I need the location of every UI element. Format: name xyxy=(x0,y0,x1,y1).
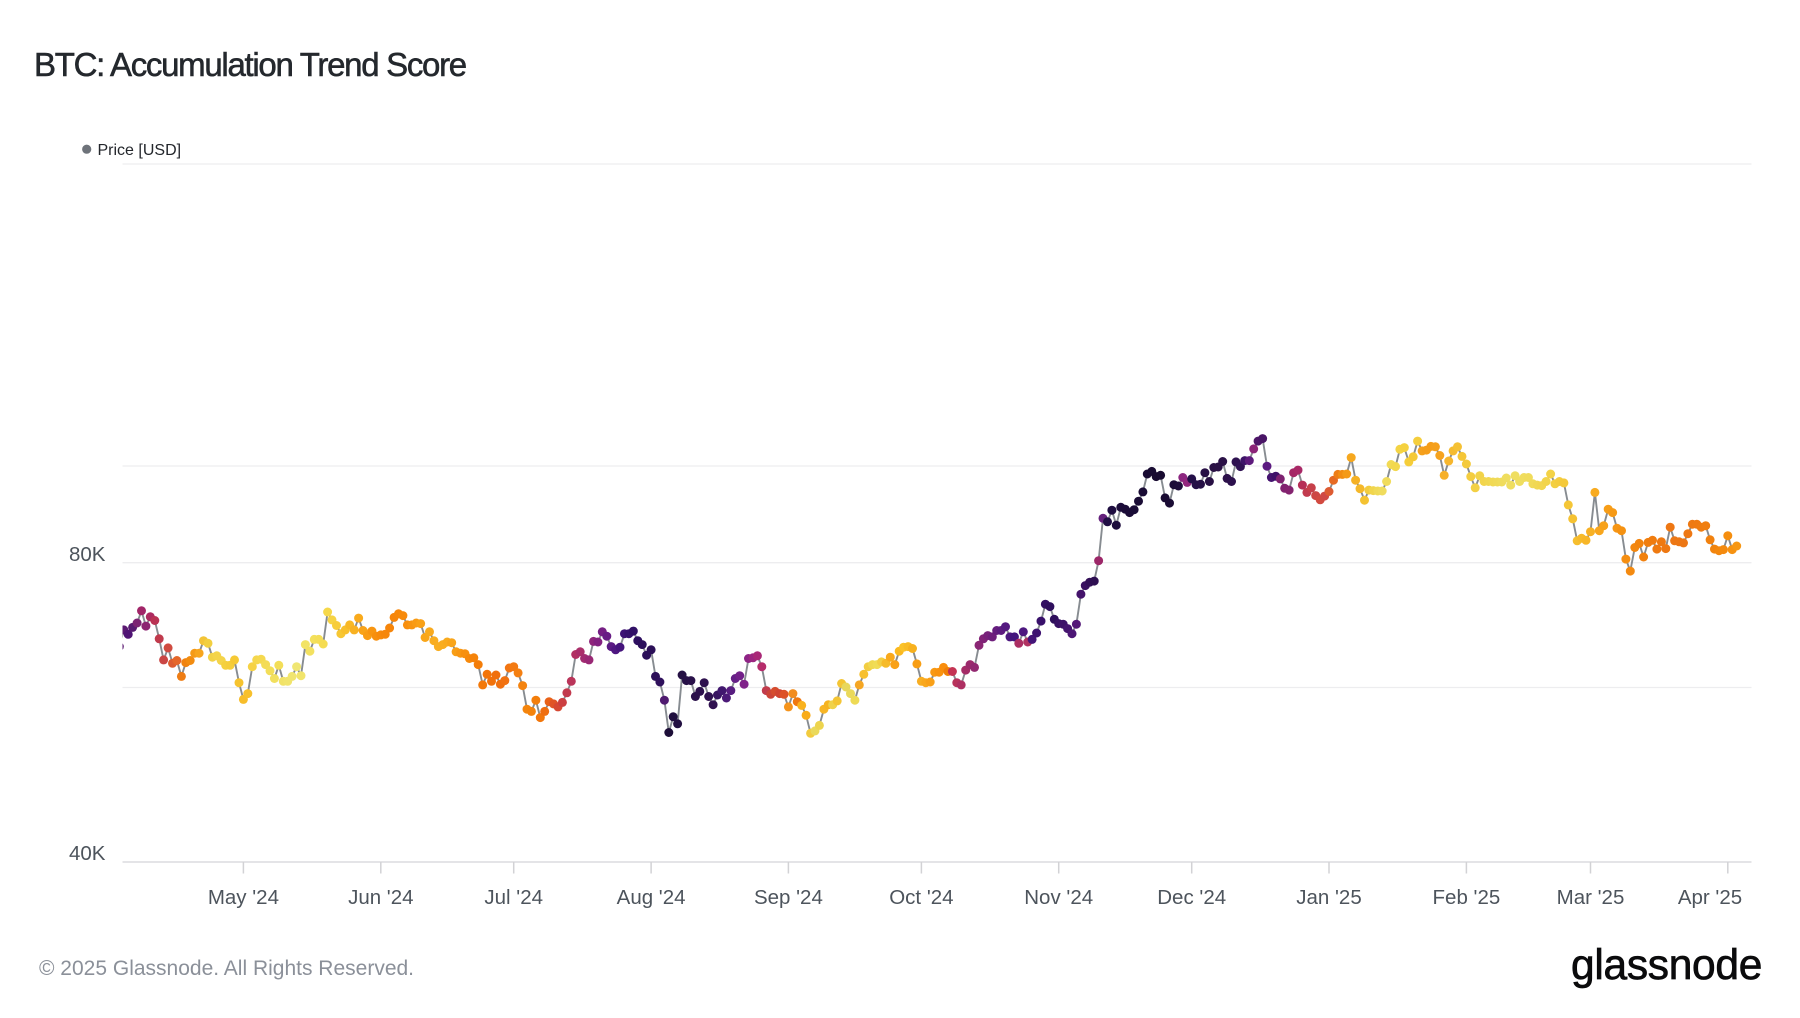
svg-text:Nov '24: Nov '24 xyxy=(1024,886,1093,909)
svg-text:Mar '25: Mar '25 xyxy=(1557,886,1625,909)
svg-text:Aug '24: Aug '24 xyxy=(617,886,686,909)
svg-text:Jan '25: Jan '25 xyxy=(1296,886,1361,909)
svg-text:80K: 80K xyxy=(69,543,106,566)
svg-text:© 2025 Glassnode. All Rights R: © 2025 Glassnode. All Rights Reserved. xyxy=(39,957,414,980)
svg-text:40K: 40K xyxy=(69,842,106,865)
svg-text:May '24: May '24 xyxy=(208,886,279,909)
svg-text:Dec '24: Dec '24 xyxy=(1157,886,1226,909)
svg-text:glassnode: glassnode xyxy=(1571,942,1762,989)
svg-text:Apr '25: Apr '25 xyxy=(1678,886,1742,909)
svg-text:Price [USD]: Price [USD] xyxy=(98,142,182,159)
svg-text:BTC: Accumulation Trend Score: BTC: Accumulation Trend Score xyxy=(34,46,466,83)
svg-text:Jun '24: Jun '24 xyxy=(348,886,413,909)
svg-text:Oct '24: Oct '24 xyxy=(889,886,953,909)
svg-text:Feb '25: Feb '25 xyxy=(1433,886,1501,909)
svg-text:Sep '24: Sep '24 xyxy=(754,886,823,909)
svg-text:Jul '24: Jul '24 xyxy=(484,886,543,909)
